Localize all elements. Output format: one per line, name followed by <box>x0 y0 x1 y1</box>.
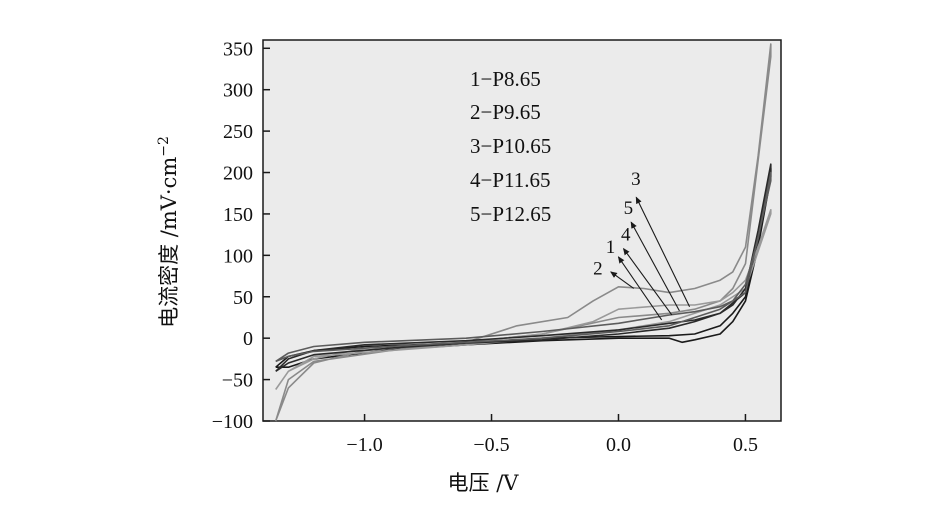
y-tick-label: 200 <box>223 163 253 185</box>
legend-entry-1: 1−P8.65 <box>470 67 541 91</box>
plot-frame <box>263 40 781 421</box>
y-tick-label: 50 <box>233 287 253 309</box>
annotation-label-2: 2 <box>593 258 603 279</box>
legend: 1−P8.65 2−P9.65 3−P10.65 4−P11.65 5−P12.… <box>470 67 551 226</box>
y-axis-label-text: 电流密度 /mV·cm <box>157 157 181 328</box>
legend-entry-4: 4−P11.65 <box>470 168 551 192</box>
y-tick-label: −100 <box>212 411 253 433</box>
y-axis-label-superscript: −2 <box>156 136 172 157</box>
x-axis-label: 电压 /V <box>448 471 520 495</box>
chart: 3 5 412 −1.0 −0.5 0.0 0.5 −100 −50 0 50 100 150 200 2… <box>0 0 945 532</box>
y-tick-label: 100 <box>223 245 253 267</box>
y-tick-label: 350 <box>223 38 253 60</box>
annotation-label-1: 1 <box>606 237 616 258</box>
legend-entry-3: 3−P10.65 <box>470 134 551 158</box>
y-tick-label: 0 <box>243 328 253 350</box>
x-tick-label: −0.5 <box>473 434 509 456</box>
annotation-label-3: 3 <box>631 169 641 190</box>
legend-entry-5: 5−P12.65 <box>470 202 551 226</box>
annotation-label-5: 5 <box>624 198 634 219</box>
annotation-label-4: 4 <box>621 224 631 245</box>
x-tick-label: 0.0 <box>606 434 631 456</box>
y-tick-label: 300 <box>223 80 253 102</box>
y-tick-label: 150 <box>223 204 253 226</box>
x-tick-label: 0.5 <box>733 434 758 456</box>
y-axis-label: 电流密度 /mV·cm−2 <box>156 136 181 328</box>
y-tick-label: −50 <box>222 370 253 392</box>
x-tick-label: −1.0 <box>346 434 382 456</box>
y-tick-label: 250 <box>223 121 253 143</box>
legend-entry-2: 2−P9.65 <box>470 100 541 124</box>
y-axis-label-group: 电流密度 /mV·cm−2 <box>156 136 181 328</box>
